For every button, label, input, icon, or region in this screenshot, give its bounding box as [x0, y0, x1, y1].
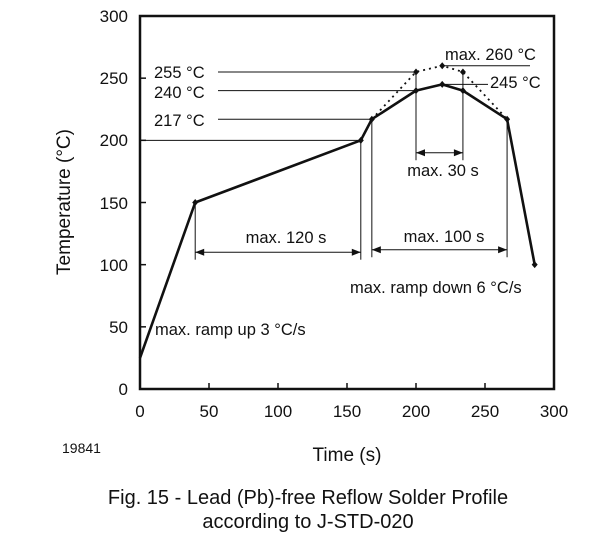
interval-label-120: max. 120 s — [246, 229, 327, 247]
ref-label-217: 217 °C — [154, 112, 205, 130]
x-tick-label: 300 — [540, 402, 568, 421]
ref-label-255: 255 °C — [154, 64, 205, 82]
interval-arrow-head — [195, 248, 205, 256]
x-tick-label: 50 — [200, 402, 219, 421]
y-tick-label: 250 — [100, 69, 128, 88]
reference-lines — [140, 65, 530, 141]
ramp-up-label: max. ramp up 3 °C/s — [155, 321, 306, 339]
y-tick-label: 100 — [100, 256, 128, 275]
data-point — [459, 68, 466, 76]
interval-label-30: max. 30 s — [407, 162, 479, 180]
y-tick-label: 0 — [119, 380, 128, 399]
series-line-max — [371, 64, 508, 120]
x-axis-title: Time (s) — [313, 445, 382, 466]
data-point — [504, 115, 511, 123]
x-tick-label: 0 — [135, 402, 144, 421]
interval-arrow-head — [453, 149, 463, 157]
x-tick-label: 200 — [402, 402, 430, 421]
data-point — [413, 87, 419, 95]
x-tick-label: 100 — [264, 402, 292, 421]
data-point — [459, 87, 466, 95]
interval-arrow-head — [416, 149, 425, 157]
figure-caption: Fig. 15 - Lead (Pb)-free Reflow Solder P… — [0, 486, 616, 534]
data-point — [192, 199, 199, 206]
caption-line-2: according to J-STD-020 — [202, 511, 414, 533]
y-tick-label: 50 — [109, 318, 128, 337]
peak-245-label: 245 °C — [490, 74, 541, 92]
data-points — [192, 62, 538, 269]
y-axis-title: Temperature (°C) — [54, 129, 75, 275]
axis-ticks — [139, 15, 555, 390]
x-tick-label: 250 — [471, 402, 499, 421]
data-point — [413, 68, 419, 76]
peak-max-label: max. 260 °C — [445, 46, 536, 64]
ref-label-240: 240 °C — [154, 84, 205, 102]
x-tick-label: 150 — [333, 402, 361, 421]
interval-arrow-head — [371, 246, 381, 254]
reflow-chart: 0 50 100 150 200 250 300 0 50 100 150 20… — [54, 7, 568, 466]
interval-label-100: max. 100 s — [404, 228, 485, 246]
y-tick-labels: 0 50 100 150 200 250 300 — [100, 7, 128, 399]
ref-label-bg — [152, 62, 218, 126]
interval-arrow-head — [498, 246, 508, 254]
data-point — [531, 261, 538, 269]
y-tick-label: 200 — [100, 131, 128, 150]
x-tick-labels: 0 50 100 150 200 250 300 — [135, 402, 568, 421]
y-tick-label: 300 — [100, 7, 128, 26]
data-point — [357, 136, 364, 144]
caption-line-1: Fig. 15 - Lead (Pb)-free Reflow Solder P… — [107, 487, 509, 509]
interval-arrow-head — [351, 248, 361, 256]
data-point — [439, 62, 446, 70]
data-point — [368, 115, 375, 123]
data-point — [439, 80, 446, 88]
ramp-down-label: max. ramp down 6 °C/s — [350, 279, 522, 297]
interval-markers — [194, 71, 508, 260]
y-tick-label: 150 — [100, 194, 128, 213]
figure-id: 19841 — [62, 440, 101, 456]
